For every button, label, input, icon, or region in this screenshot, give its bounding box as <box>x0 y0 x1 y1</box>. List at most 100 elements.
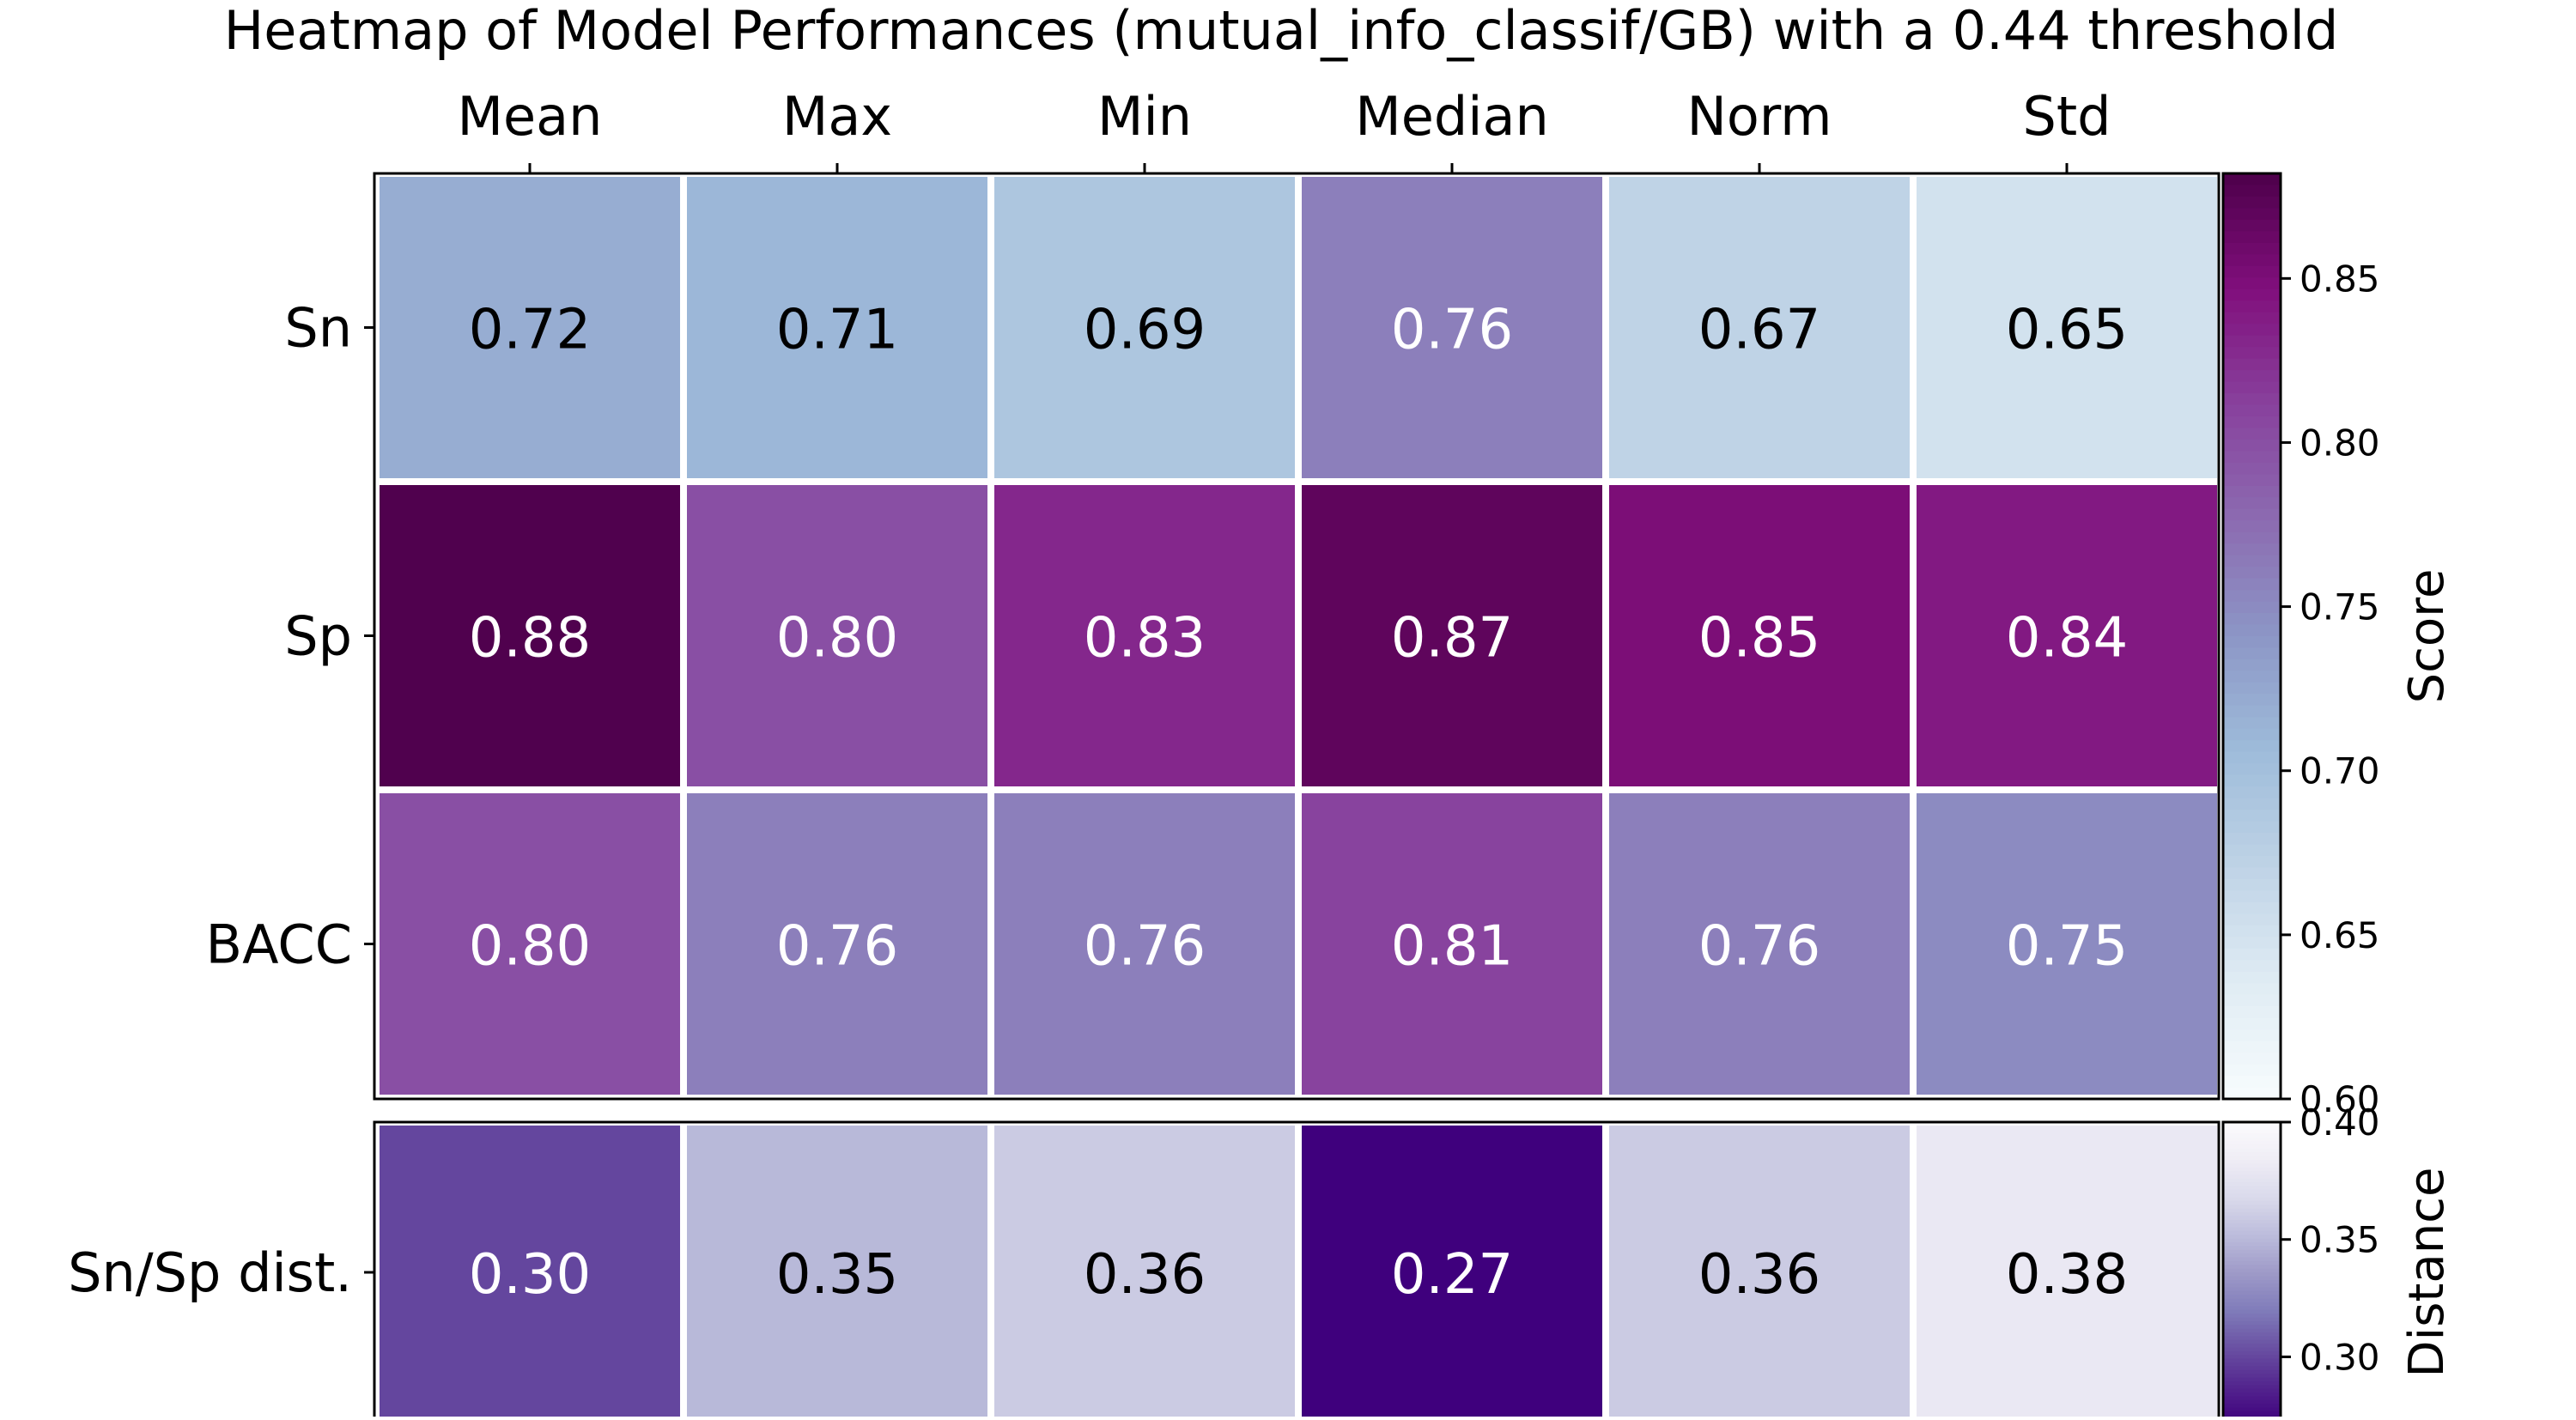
colorbar-segment <box>2223 937 2281 950</box>
colorbar-segment <box>2223 1272 2281 1277</box>
heatmap-cell <box>685 1124 989 1420</box>
colorbar-segment <box>2223 1167 2281 1172</box>
colorbar-segment <box>2223 1189 2281 1195</box>
cell-value-label: 0.80 <box>776 607 899 671</box>
colorbar-segment <box>2223 1197 2281 1202</box>
colorbar-segment <box>2223 960 2281 973</box>
colorbar-segment <box>2223 878 2281 892</box>
column-label: Std <box>2022 85 2111 148</box>
colorbar-segment <box>2223 590 2281 603</box>
colorbar-segment <box>2223 1159 2281 1165</box>
colorbar-segment <box>2223 1366 2281 1371</box>
colorbar-segment <box>2223 833 2281 846</box>
colorbar-segment <box>2223 1219 2281 1225</box>
colorbar-segment <box>2223 901 2281 915</box>
colorbar-segment <box>2223 1362 2281 1368</box>
colorbar-segment <box>2223 1006 2281 1019</box>
colorbar-segment <box>2223 740 2281 753</box>
column-label: Max <box>782 85 892 148</box>
colorbar-segment <box>2223 867 2281 880</box>
colorbar-segment <box>2223 578 2281 592</box>
colorbar-segment <box>2223 439 2281 452</box>
cell-value-label: 0.76 <box>1391 299 1514 362</box>
colorbar-segment <box>2223 1053 2281 1065</box>
colorbar-segment <box>2223 1137 2281 1142</box>
colorbar-segment <box>2223 1193 2281 1199</box>
cell-value-label: 0.71 <box>776 299 899 362</box>
colorbar-segment <box>2223 890 2281 903</box>
colorbar-segment <box>2223 717 2281 730</box>
colorbar-segment <box>2223 416 2281 429</box>
heatmap-cell <box>1300 1124 1604 1420</box>
panel-frame <box>373 172 2221 1101</box>
heatmap-cell <box>1915 483 2219 788</box>
colorbar-segment <box>2223 624 2281 637</box>
colorbar-segment <box>2223 1064 2281 1077</box>
cell-value-label: 0.75 <box>2006 915 2129 979</box>
cell-value-label: 0.76 <box>1084 915 1206 979</box>
colorbar-segment <box>2223 208 2281 221</box>
colorbar-segment <box>2223 728 2281 742</box>
colorbar-segment <box>2223 404 2281 417</box>
colorbar-tick-label: 0.70 <box>2300 750 2380 792</box>
colorbar-segment <box>2223 497 2281 510</box>
colorbar-segment <box>2223 231 2281 244</box>
colorbar-segment <box>2223 531 2281 545</box>
colorbar-segment <box>2223 1347 2281 1352</box>
colorbar-segment <box>2223 856 2281 869</box>
colorbar-segment <box>2223 1377 2281 1382</box>
colorbar-segment <box>2223 393 2281 406</box>
colorbar-tick-label: 0.35 <box>2300 1219 2380 1261</box>
colorbar-segment <box>2223 1087 2281 1100</box>
colorbar-segment <box>2223 555 2281 568</box>
colorbar-label: Distance <box>2399 1168 2455 1378</box>
colorbar-segment <box>2223 1396 2281 1401</box>
colorbar-segment <box>2223 196 2281 209</box>
colorbar-segment <box>2223 1133 2281 1138</box>
colorbar-tick-label: 0.65 <box>2300 914 2380 956</box>
colorbar-segment <box>2223 1235 2281 1240</box>
cell-value-label: 0.67 <box>1698 299 1821 362</box>
colorbar-tick-label: 0.75 <box>2300 586 2380 628</box>
colorbar-segment <box>2223 347 2281 360</box>
colorbar-segment <box>2223 1298 2281 1303</box>
colorbar-segment <box>2223 1122 2281 1127</box>
colorbar-segment <box>2223 705 2281 719</box>
cell-value-label: 0.38 <box>2006 1243 2129 1307</box>
colorbar-segment <box>2223 1350 2281 1356</box>
colorbar-segment <box>2223 485 2281 499</box>
colorbar-segment <box>2223 1205 2281 1210</box>
heatmap-cell <box>378 483 682 788</box>
colorbar-segment <box>2223 658 2281 672</box>
cell-value-label: 0.36 <box>1084 1243 1206 1307</box>
heatmap-cell <box>685 792 989 1096</box>
colorbar-segment <box>2223 300 2281 313</box>
heatmap-cell <box>685 175 989 480</box>
heatmap-cell <box>1915 792 2219 1096</box>
colorbar-segment <box>2223 913 2281 926</box>
colorbar-segment <box>2223 613 2281 626</box>
row-label: Sp <box>284 605 352 668</box>
colorbar-segment <box>2223 1029 2281 1042</box>
colorbar-segment <box>2223 1283 2281 1289</box>
colorbar-segment <box>2223 520 2281 533</box>
colorbar-segment <box>2223 242 2281 256</box>
colorbar-segment <box>2223 786 2281 799</box>
colorbar-segment <box>2223 1156 2281 1161</box>
colorbar-segment <box>2223 567 2281 580</box>
colorbar-segment <box>2223 1369 2281 1375</box>
panel-frame <box>373 1120 2221 1420</box>
heatmap-cell <box>1915 175 2219 480</box>
heatmap-cell <box>1915 1124 2219 1420</box>
colorbar-segment <box>2223 1328 2281 1333</box>
cell-value-label: 0.83 <box>1084 607 1206 671</box>
colorbar-tick-label: 0.85 <box>2300 258 2380 300</box>
colorbar-segment <box>2223 1017 2281 1031</box>
heatmap-cell <box>993 1124 1297 1420</box>
heatmap-cell <box>1300 792 1604 1096</box>
colorbar-segment <box>2223 1249 2281 1255</box>
row-label: BACC <box>206 913 352 976</box>
cell-value-label: 0.85 <box>1698 607 1821 671</box>
colorbar-segment <box>2223 1268 2281 1273</box>
